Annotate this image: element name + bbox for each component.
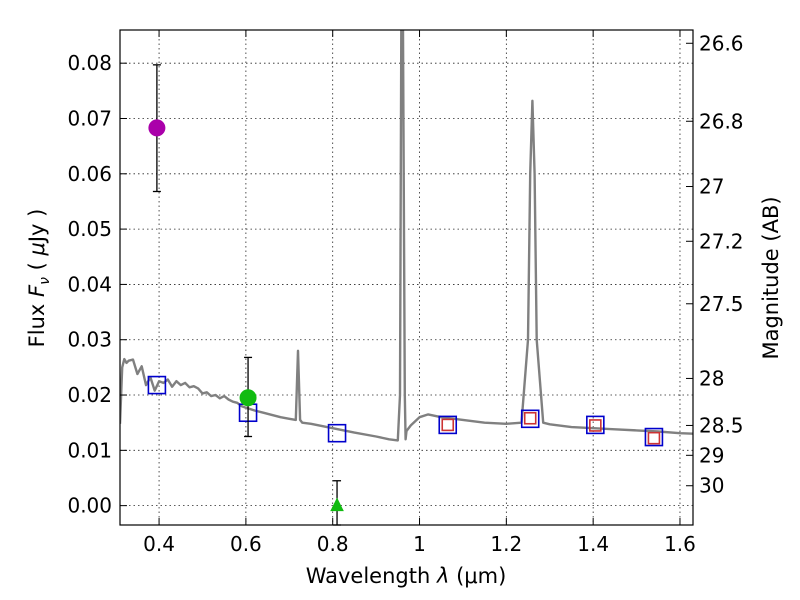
y2-tick-label: 28 (699, 366, 724, 390)
x-tick-label: 0.4 (143, 532, 175, 556)
open-square-marker (647, 431, 661, 445)
open-square-marker (520, 409, 540, 429)
filled-circle-marker (239, 389, 257, 407)
filled-circle-marker (148, 119, 166, 137)
y2-tick-label: 26.6 (699, 31, 744, 55)
filled-triangle-marker (330, 497, 344, 512)
plot-frame (119, 29, 694, 526)
y-tick-label: 0.08 (67, 51, 112, 75)
open-square-marker (147, 375, 167, 395)
open-square-marker (441, 418, 455, 432)
y2-tick-label: 27 (699, 175, 724, 199)
y-tick-label: 0.02 (67, 383, 112, 407)
y-tick-label: 0.05 (67, 217, 112, 241)
y2-tick-label: 26.8 (699, 109, 744, 133)
open-square-marker (644, 427, 664, 447)
y2-axis-title: Magnitude (AB) (759, 196, 783, 359)
y2-tick-label: 30 (699, 474, 724, 498)
x-tick-label: 1.4 (577, 532, 609, 556)
y-tick-label: 0.03 (67, 328, 112, 352)
y-tick-label: 0.01 (67, 438, 112, 462)
axis-ticks: 0.4 0.6 0.8 1 1.2 1.4 1.6 0.00 0.01 0.02 0.03 0.04 0… (67, 30, 744, 556)
grid-lines (120, 30, 693, 525)
y2-tick-label: 28.5 (699, 413, 744, 437)
open-square-marker (523, 411, 537, 425)
plot-area (120, 30, 693, 526)
x-tick-label: 1 (413, 532, 426, 556)
y-axis-title: Flux Fν ( μJy ) (25, 209, 53, 348)
y2-tick-label: 27.5 (699, 292, 744, 316)
open-square-marker (586, 415, 605, 435)
y2-tick-label: 29 (699, 443, 724, 467)
open-square-marker (327, 423, 347, 443)
x-tick-label: 1.6 (664, 532, 696, 556)
y-tick-label: 0.07 (67, 106, 112, 130)
x-tick-label: 0.8 (317, 532, 349, 556)
open-square-marker (438, 415, 458, 435)
open-square-marker (589, 419, 602, 432)
x-tick-label: 0.6 (230, 532, 262, 556)
x-tick-label: 1.2 (490, 532, 522, 556)
x-axis-title: Wavelength λ (μm) (306, 564, 507, 588)
y-tick-label: 0.06 (67, 162, 112, 186)
sed-model-line (120, 30, 693, 442)
y2-tick-label: 27.2 (699, 229, 744, 253)
y-tick-label: 0.00 (67, 494, 112, 518)
y-tick-label: 0.04 (67, 272, 112, 296)
